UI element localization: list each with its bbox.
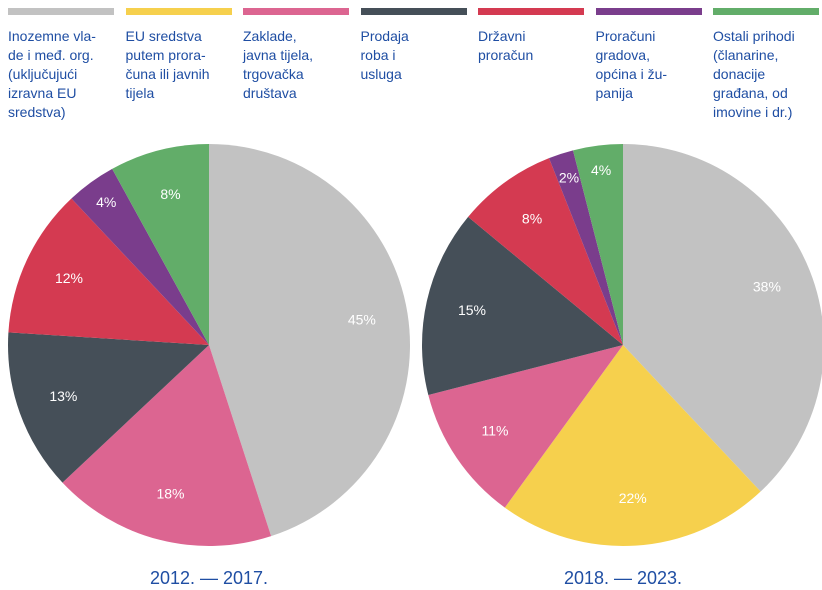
pie-slice [62, 345, 272, 546]
legend-swatch [713, 8, 819, 15]
slice-label: 18% [156, 486, 184, 502]
slice-label: 4% [591, 162, 611, 178]
slice-label: 8% [160, 186, 180, 202]
legend-item: Proračuni gradova, općina i žu- panija [595, 8, 704, 103]
legend-label: Zaklade, javna tijela, trgovačka društav… [243, 28, 314, 101]
chart-title: 2012. — 2017. [150, 568, 268, 588]
pie-slice [8, 198, 210, 345]
legend-label: EU sredstva putem prora- čuna ili javnih… [125, 28, 210, 101]
legend-swatch [8, 8, 114, 15]
pie-slice [428, 345, 623, 508]
slice-label: 12% [55, 270, 83, 286]
slice-label: 15% [458, 302, 486, 318]
legend-label: Državni proračun [478, 28, 534, 63]
pie-slice [209, 144, 410, 537]
legend-label: Prodaja roba i usluga [360, 28, 409, 82]
pie-slice [71, 168, 209, 345]
slice-label: 11% [482, 423, 509, 439]
slice-label: 13% [49, 388, 77, 404]
pie-slice [504, 345, 761, 547]
legend-label: Proračuni gradova, općina i žu- panija [595, 28, 668, 101]
legend-item: Ostali prihodi (članarine, donacije građ… [713, 8, 821, 122]
legend-item: Prodaja roba i usluga [360, 8, 469, 84]
pie-slice [8, 332, 210, 483]
slice-label: 38% [753, 279, 781, 295]
slice-label: 8% [522, 210, 542, 226]
legend-swatch [478, 8, 584, 15]
legend-swatch [360, 8, 467, 15]
legend-item: Inozemne vla- de i međ. org. (uključujuć… [8, 8, 116, 122]
pie-slice [468, 158, 623, 345]
slice-label: 2% [559, 169, 579, 185]
chart-title: 2018. — 2023. [564, 568, 682, 588]
slice-label: 45% [348, 311, 376, 327]
pie-slice [422, 216, 623, 395]
legend-swatch [595, 8, 702, 15]
legend-item: Zaklade, javna tijela, trgovačka društav… [243, 8, 351, 103]
slice-label: 4% [96, 194, 116, 210]
legend-swatch [243, 8, 349, 15]
pie-slice [623, 144, 822, 492]
slice-label: 22% [619, 490, 647, 506]
pie-slice [112, 144, 209, 345]
legend-label: Ostali prihodi (članarine, donacije građ… [713, 28, 795, 120]
legend-item: EU sredstva putem prora- čuna ili javnih… [125, 8, 234, 103]
legend-item: Državni proračun [478, 8, 586, 65]
pie-slice [549, 150, 623, 345]
pie-slice [573, 144, 623, 345]
legend-swatch [125, 8, 232, 15]
legend-label: Inozemne vla- de i međ. org. (uključujuć… [8, 28, 96, 120]
